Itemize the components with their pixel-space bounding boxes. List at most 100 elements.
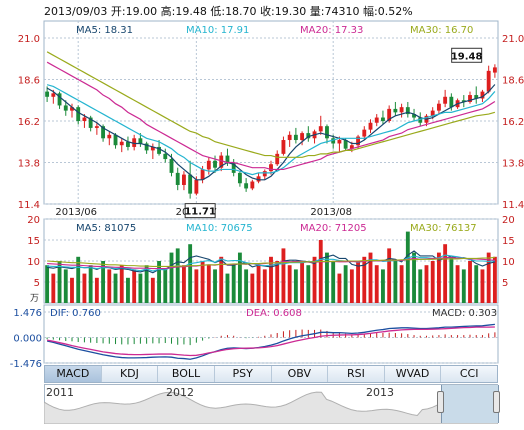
- tab-cci[interactable]: CCI: [459, 367, 479, 380]
- tab-obv[interactable]: OBV: [272, 366, 329, 382]
- close-value: 19.30: [274, 5, 307, 18]
- candle-body: [82, 117, 87, 121]
- volume-bar: [244, 269, 249, 303]
- tab-wvad[interactable]: WVAD: [385, 366, 442, 382]
- candle-body: [474, 95, 479, 99]
- candle-body: [287, 134, 292, 141]
- volume-bar: [455, 265, 460, 303]
- price-ma-line: [46, 84, 496, 181]
- candle-body: [405, 107, 410, 115]
- price-tick-left: 13.8: [18, 159, 40, 170]
- price-tick-left: 18.6: [18, 76, 40, 87]
- navigator-right-handle[interactable]: [493, 391, 500, 413]
- price-x-label: 2013/08: [310, 207, 352, 218]
- candle-body: [331, 138, 336, 144]
- volume-unit: 万: [30, 294, 39, 304]
- volume-bar: [256, 265, 261, 303]
- volume-value: 74310: [324, 5, 360, 18]
- candle-body: [138, 138, 143, 144]
- volume-bar: [468, 261, 472, 303]
- volume-bar: [405, 231, 410, 303]
- volume-tick-left: 10: [27, 257, 40, 268]
- volume-bar: [163, 269, 168, 303]
- candle-body: [368, 122, 373, 130]
- candle-body: [374, 117, 379, 123]
- price-legend-ma10: MA10: 17.91: [186, 25, 249, 36]
- volume-bar: [200, 261, 205, 303]
- volume-bar: [45, 265, 50, 303]
- candle-body: [200, 169, 205, 180]
- candle-body: [468, 95, 472, 102]
- volume-bar: [70, 277, 74, 303]
- volume-bar: [312, 256, 317, 303]
- volume-tick-right: 10: [502, 257, 515, 268]
- volume-bar: [418, 269, 423, 303]
- quote-date: 2013/09/03: [44, 5, 108, 18]
- close-label: 收:: [260, 5, 275, 18]
- candle-body: [150, 146, 155, 151]
- candle-body: [219, 155, 224, 168]
- price-legend-ma20: MA20: 17.33: [300, 25, 363, 36]
- candle-body: [244, 183, 249, 189]
- volume-bar: [474, 265, 479, 303]
- volume-bar: [132, 269, 137, 303]
- candle-body: [387, 108, 392, 121]
- navigator-year-3: 2013: [366, 386, 394, 399]
- volume-tick-left: 15: [27, 236, 40, 247]
- volume-bar: [293, 269, 298, 303]
- tab-rsi[interactable]: RSI: [328, 366, 385, 382]
- tab-boll[interactable]: BOLL: [158, 366, 215, 382]
- candle-body: [188, 174, 193, 194]
- volume-legend-ma30: MA30: 76137: [410, 223, 477, 234]
- volume-bar: [281, 248, 286, 303]
- macd-tick-left: 0.000: [13, 334, 42, 345]
- volume-bar: [76, 256, 81, 303]
- volume-bar: [113, 273, 118, 303]
- change-label: 幅:: [363, 5, 378, 18]
- navigator-window[interactable]: [441, 385, 499, 423]
- volume-legend-ma10: MA10: 70675: [186, 223, 253, 234]
- volume-ma-line: [47, 256, 495, 268]
- tab-kdj[interactable]: KDJ: [102, 366, 159, 382]
- candle-body: [213, 160, 217, 168]
- candle-body: [418, 117, 423, 123]
- volume-bar: [88, 265, 93, 303]
- candle-body: [275, 153, 280, 165]
- volume-bar: [194, 269, 199, 303]
- candle-body: [88, 117, 93, 128]
- price-ma-line: [46, 51, 496, 158]
- navigator-left-handle[interactable]: [437, 391, 444, 413]
- price-tick-right: 16.2: [502, 117, 524, 128]
- volume-tick-left: 20: [27, 215, 40, 226]
- volume-bar: [424, 265, 429, 303]
- open-value: 19.00: [125, 5, 158, 18]
- volume-bar: [436, 252, 441, 303]
- candle-body: [132, 138, 137, 147]
- macd-legend-dif: DIF: 0.760: [50, 308, 101, 319]
- indicator-tabs: MACD KDJ BOLL PSY OBV RSI WVAD CCI: [44, 365, 498, 383]
- volume-legend-ma5: MA5: 81075: [76, 223, 136, 234]
- volume-bar: [250, 273, 255, 303]
- volume-bar: [175, 248, 180, 303]
- candle-body: [169, 159, 174, 173]
- candle-body: [399, 107, 404, 113]
- candle-body: [349, 145, 354, 149]
- price-legend-ma5: MA5: 18.31: [76, 25, 133, 36]
- tab-macd[interactable]: MACD: [45, 366, 102, 382]
- candle-body: [194, 179, 199, 194]
- volume-bar: [318, 240, 323, 303]
- price-tick-left: 11.4: [18, 200, 40, 211]
- volume-bar: [63, 269, 68, 303]
- candle-body: [449, 96, 454, 108]
- volume-legend-ma20: MA20: 71205: [300, 223, 367, 234]
- candle-body: [293, 134, 298, 141]
- candle-body: [300, 133, 305, 141]
- candle-body: [113, 134, 118, 146]
- tab-psy[interactable]: PSY: [215, 366, 272, 382]
- volume-bar: [461, 269, 466, 303]
- volume-bar: [443, 244, 448, 303]
- price-legend-ma30: MA30: 16.70: [410, 25, 473, 36]
- volume-bar: [387, 248, 392, 303]
- volume-bar: [368, 252, 373, 303]
- candle-body: [175, 172, 180, 185]
